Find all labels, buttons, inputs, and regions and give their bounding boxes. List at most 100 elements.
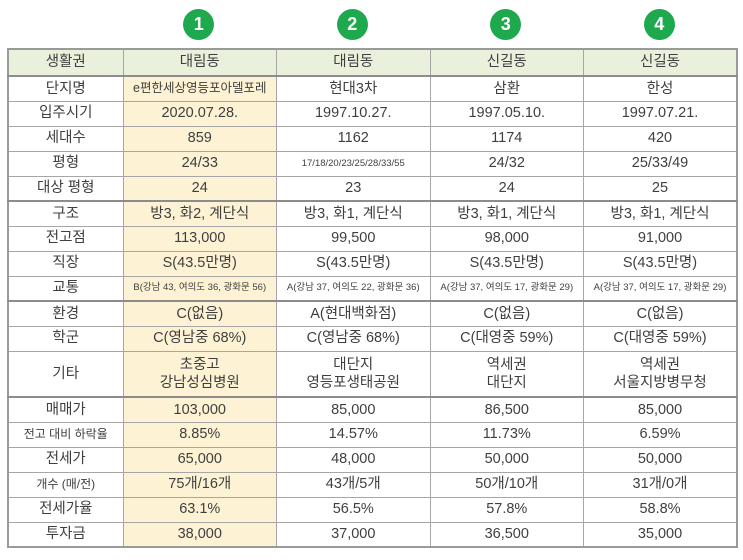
row-label-cell: 전고점 <box>7 225 124 252</box>
value-cell: A(강남 37, 여의도 22, 광화문 36) <box>276 275 431 302</box>
value-cell: 방3, 화2, 계단식 <box>122 200 277 227</box>
value-cell: 91,000 <box>583 225 738 252</box>
value-cell: 50,000 <box>429 446 584 473</box>
value-cell: 역세권 대단지 <box>429 350 584 398</box>
row-label-cell: 단지명 <box>7 75 124 102</box>
value-cell: 17/18/20/23/25/28/33/55 <box>276 150 431 177</box>
column-number-badge-4: 4 <box>643 9 675 40</box>
value-cell: 방3, 화1, 계단식 <box>429 200 584 227</box>
value-cell: 방3, 화1, 계단식 <box>276 200 431 227</box>
value-cell: 한성 <box>583 75 738 102</box>
value-cell: 57.8% <box>429 496 584 523</box>
value-cell: 1162 <box>276 125 431 152</box>
table-row: 전세가 65,000 48,000 50,000 50,000 <box>7 446 738 473</box>
table-row: 구조 방3, 화2, 계단식 방3, 화1, 계단식 방3, 화1, 계단식 방3, 화… <box>7 200 738 227</box>
row-label-cell: 기타 <box>7 350 124 398</box>
value-cell: 86,500 <box>429 396 584 423</box>
table-row: 전세가율 63.1% 56.5% 57.8% 58.8% <box>7 496 738 523</box>
value-cell: 65,000 <box>122 446 277 473</box>
value-cell: 24 <box>122 175 277 202</box>
table-row: 세대수 859 1162 1174 420 <box>7 125 738 152</box>
table-row: 기타 초중고 강남성심병원 대단지 영등포생태공원 역세권 대단지 역세권 서울지방병무… <box>7 350 738 398</box>
value-cell: 1997.05.10. <box>429 100 584 127</box>
table-row: 전고점 113,000 99,500 98,000 91,000 <box>7 225 738 252</box>
row-label-cell: 평형 <box>7 150 124 177</box>
value-cell: 103,000 <box>122 396 277 423</box>
value-cell: 23 <box>276 175 431 202</box>
value-cell: 99,500 <box>276 225 431 252</box>
value-cell: 48,000 <box>276 446 431 473</box>
value-cell: 8.85% <box>122 421 277 448</box>
row-label-cell: 전세가 <box>7 446 124 473</box>
value-cell: 98,000 <box>429 225 584 252</box>
value-cell: 63.1% <box>122 496 277 523</box>
value-cell: 24/33 <box>122 150 277 177</box>
table-row: 대상 평형 24 23 24 25 <box>7 175 738 202</box>
row-label-cell: 입주시기 <box>7 100 124 127</box>
header-value-cell: 대림동 <box>122 48 277 77</box>
value-cell: 859 <box>122 125 277 152</box>
value-cell: 31개/0개 <box>583 471 738 498</box>
table-row: 개수 (매/전) 75개/16개 43개/5개 50개/10개 31개/0개 <box>7 471 738 498</box>
value-cell: S(43.5만명) <box>122 250 277 277</box>
row-label-cell: 개수 (매/전) <box>7 471 124 498</box>
value-cell: S(43.5만명) <box>583 250 738 277</box>
value-cell: C(영남중 68%) <box>276 325 431 352</box>
value-cell: C(영남중 68%) <box>122 325 277 352</box>
value-cell: B(강남 43, 여의도 36, 광화문 56) <box>122 275 277 302</box>
value-cell: 113,000 <box>122 225 277 252</box>
value-cell: 36,500 <box>429 521 584 548</box>
value-cell: 6.59% <box>583 421 738 448</box>
column-badges: 1 2 3 4 <box>7 9 736 43</box>
header-value-cell: 신길동 <box>583 48 738 77</box>
value-cell: C(없음) <box>429 300 584 327</box>
value-cell: 초중고 강남성심병원 <box>122 350 277 398</box>
row-label-cell: 구조 <box>7 200 124 227</box>
row-label-cell: 교통 <box>7 275 124 302</box>
value-cell: S(43.5만명) <box>276 250 431 277</box>
table-row: 입주시기 2020.07.28. 1997.10.27. 1997.05.10. 199… <box>7 100 738 127</box>
value-cell: 역세권 서울지방병무청 <box>583 350 738 398</box>
value-cell: 25/33/49 <box>583 150 738 177</box>
row-label-cell: 직장 <box>7 250 124 277</box>
row-label-cell: 매매가 <box>7 396 124 423</box>
column-number-badge-1: 1 <box>183 9 215 40</box>
value-cell: 420 <box>583 125 738 152</box>
value-cell: 대단지 영등포생태공원 <box>276 350 431 398</box>
header-value-cell: 대림동 <box>276 48 431 77</box>
value-cell: C(대영중 59%) <box>429 325 584 352</box>
value-cell: 85,000 <box>276 396 431 423</box>
value-cell: 2020.07.28. <box>122 100 277 127</box>
value-cell: 25 <box>583 175 738 202</box>
value-cell: A(현대백화점) <box>276 300 431 327</box>
table-row: 투자금 38,000 37,000 36,500 35,000 <box>7 521 738 548</box>
table-row: 매매가 103,000 85,000 86,500 85,000 <box>7 396 738 423</box>
value-cell: 37,000 <box>276 521 431 548</box>
value-cell: 56.5% <box>276 496 431 523</box>
value-cell: A(강남 37, 여의도 17, 광화문 29) <box>583 275 738 302</box>
value-cell: 1997.07.21. <box>583 100 738 127</box>
table-row: 단지명 e편한세상영등포아델포레 현대3차 삼환 한성 <box>7 75 738 102</box>
value-cell: 1997.10.27. <box>276 100 431 127</box>
value-cell: 38,000 <box>122 521 277 548</box>
value-cell: 1174 <box>429 125 584 152</box>
value-cell: 43개/5개 <box>276 471 431 498</box>
value-cell: 14.57% <box>276 421 431 448</box>
value-cell: 50,000 <box>583 446 738 473</box>
value-cell: C(없음) <box>122 300 277 327</box>
row-label-cell: 전고 대비 하락율 <box>7 421 124 448</box>
value-cell: 35,000 <box>583 521 738 548</box>
header-label-cell: 생활권 <box>7 48 124 77</box>
value-cell: A(강남 37, 여의도 17, 광화문 29) <box>429 275 584 302</box>
column-number-badge-3: 3 <box>490 9 522 40</box>
table-row: 교통 B(강남 43, 여의도 36, 광화문 56) A(강남 37, 여의도 2… <box>7 275 738 302</box>
table-row: 직장 S(43.5만명) S(43.5만명) S(43.5만명) S(43.5만명) <box>7 250 738 277</box>
value-cell: 50개/10개 <box>429 471 584 498</box>
table-row: 평형 24/33 17/18/20/23/25/28/33/55 24/32 25/33… <box>7 150 738 177</box>
value-cell: 24/32 <box>429 150 584 177</box>
value-cell: C(대영중 59%) <box>583 325 738 352</box>
value-cell: C(없음) <box>583 300 738 327</box>
table-row: 전고 대비 하락율 8.85% 14.57% 11.73% 6.59% <box>7 421 738 448</box>
apartment-comparison-table: 생활권 대림동 대림동 신길동 신길동 단지명 e편한세상영등포아델포레 현대3차 삼… <box>7 48 738 548</box>
